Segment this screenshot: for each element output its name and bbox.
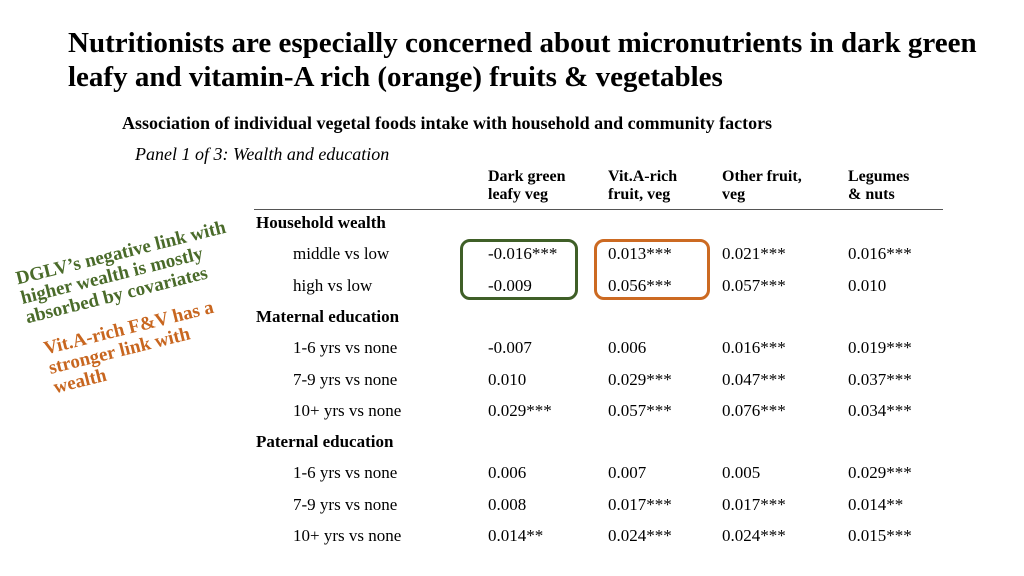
table-cell: 0.016*** [722, 338, 786, 358]
table-cell: 0.057*** [722, 275, 786, 295]
header-divider [254, 209, 943, 210]
table-cell: 0.037*** [848, 369, 912, 389]
column-header-line: & nuts [848, 186, 895, 203]
table-cell: 0.010 [848, 275, 887, 295]
table-cell: 0.057*** [608, 400, 672, 420]
table-cell: 0.017*** [722, 494, 786, 514]
table-cell: 0.024*** [608, 526, 672, 545]
column-header-line: leafy veg [488, 186, 548, 203]
row-label: 10+ yrs vs none [293, 400, 402, 420]
table-cell: 0.008 [488, 494, 527, 514]
table-cell: 0.056*** [608, 275, 672, 295]
column-header-legumes-nuts: Legumes & nuts [848, 168, 909, 204]
table-subtitle: Association of individual vegetal foods … [122, 113, 773, 133]
column-header-line: Dark green [488, 168, 566, 185]
column-header-line: Vit.A-rich [608, 168, 678, 185]
column-header-line: fruit, veg [608, 186, 671, 203]
column-header-dark-green-leafy: Dark green leafy veg [488, 168, 565, 204]
row-label: high vs low [293, 275, 373, 295]
table-cell: 0.006 [608, 338, 647, 358]
table-cell: 0.047*** [722, 369, 786, 389]
column-header-vita-rich: Vit.A-rich fruit, veg [608, 168, 677, 204]
group-label: Maternal education [256, 306, 400, 326]
highlight-box-green [460, 239, 578, 300]
table-cell: 0.006 [488, 463, 527, 483]
table-cell: 0.013*** [608, 244, 672, 264]
table-cell: -0.007 [488, 338, 532, 358]
table-cell: 0.029*** [488, 400, 552, 420]
table-cell: 0.076*** [722, 400, 786, 420]
row-label: 1-6 yrs vs none [293, 338, 398, 358]
highlight-box-orange [594, 239, 710, 300]
slide-title: Nutritionists are especially concerned a… [68, 27, 977, 93]
table-cell: 0.016*** [848, 244, 912, 264]
table-cell: 0.005 [722, 463, 761, 483]
row-label: middle vs low [293, 244, 390, 264]
table-cell: 0.029*** [848, 463, 912, 483]
table-cell: -0.016*** [488, 244, 558, 264]
table-cell: 0.015*** [848, 526, 912, 545]
column-header-line: Legumes [848, 168, 910, 185]
table-cell: 0.029*** [608, 369, 672, 389]
table-cell: 0.017*** [608, 494, 672, 514]
group-label: Household wealth [256, 213, 386, 232]
table-cell: 0.010 [488, 369, 527, 389]
table-cell: 0.014** [488, 526, 544, 545]
table-cell: -0.009 [488, 275, 532, 295]
table-cell: 0.014** [848, 494, 904, 514]
row-label: 1-6 yrs vs none [293, 463, 398, 483]
row-label: 7-9 yrs vs none [293, 494, 398, 514]
table-cell: 0.021*** [722, 244, 786, 264]
column-header-other-fruit-veg: Other fruit, veg [722, 168, 802, 204]
column-header-line: Other fruit, [722, 168, 802, 185]
column-header-line: veg [722, 186, 746, 203]
panel-label: Panel 1 of 3: Wealth and education [135, 144, 390, 164]
table-cell: 0.034*** [848, 400, 912, 420]
table-cell: 0.007 [608, 463, 647, 483]
row-label: 10+ yrs vs none [293, 526, 402, 545]
table-cell: 0.024*** [722, 526, 786, 545]
table-cell: 0.019*** [848, 338, 912, 358]
row-label: 7-9 yrs vs none [293, 369, 398, 389]
group-label: Paternal education [256, 432, 394, 452]
